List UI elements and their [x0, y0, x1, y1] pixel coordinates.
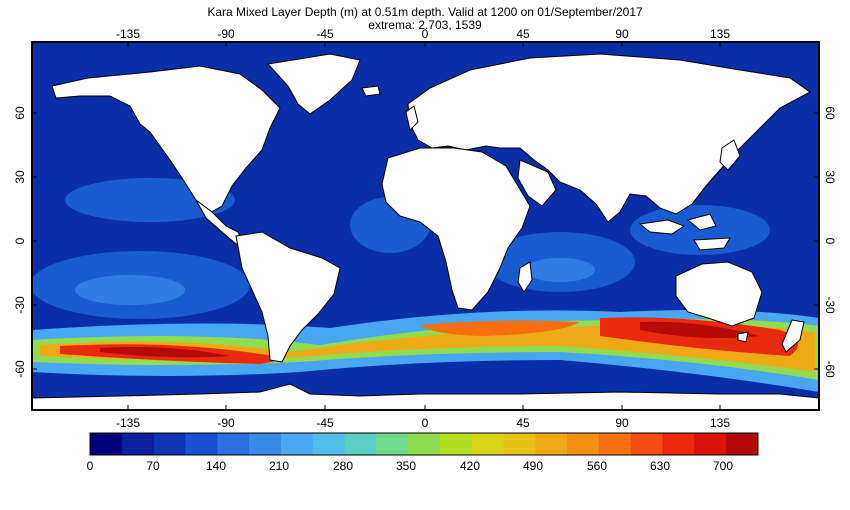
lon-tick-label: -45	[316, 416, 334, 430]
colorbar-cell	[90, 433, 123, 455]
colorbar-cell	[694, 433, 727, 455]
title-line-2: extrema: 2.703, 1539	[368, 18, 482, 32]
colorbar-cell	[662, 433, 695, 455]
lon-tick-label: -90	[217, 416, 235, 430]
colorbar-cell	[408, 433, 441, 455]
colorbar-cell	[630, 433, 664, 455]
colorbar-label: 280	[333, 459, 353, 473]
colorbar-cell	[121, 433, 155, 455]
colorbar	[90, 433, 759, 455]
lon-tick-label: 0	[422, 416, 429, 430]
colorbar-label: 560	[587, 459, 607, 473]
lat-tick-label: 0	[823, 238, 837, 245]
colorbar-label: 490	[523, 459, 543, 473]
lon-tick-label: 90	[615, 27, 629, 41]
colorbar-cell	[471, 433, 505, 455]
lon-tick-label: 0	[422, 27, 429, 41]
lat-tick-label: -60	[13, 360, 27, 378]
lon-tick-label: -45	[316, 27, 334, 41]
lon-tick-label: -135	[116, 27, 140, 41]
lon-tick-label: 45	[516, 416, 530, 430]
colorbar-cell	[503, 433, 536, 455]
colorbar-cell	[153, 433, 186, 455]
tick-marks	[32, 42, 819, 410]
lat-tick-label: -30	[13, 296, 27, 314]
lat-tick-label: 60	[823, 106, 837, 120]
lon-tick-label: 90	[615, 416, 629, 430]
colorbar-label: 350	[396, 459, 416, 473]
lat-labels-right: 60 30 0 -30 -60	[823, 106, 837, 378]
lat-tick-label: 30	[13, 170, 27, 184]
colorbar-cell	[535, 433, 568, 455]
gyre-cores	[75, 258, 595, 305]
colorbar-frame	[89, 432, 759, 456]
colorbar-cell	[344, 433, 377, 455]
colorbar-label: 210	[269, 459, 289, 473]
lon-tick-label: 45	[516, 27, 530, 41]
lat-tick-label: -60	[823, 360, 837, 378]
title-line-1: Kara Mixed Layer Depth (m) at 0.51m dept…	[207, 5, 643, 19]
lon-labels-top: -135 -90 -45 0 45 90 135	[116, 27, 730, 41]
lon-labels-bottom: -135 -90 -45 0 45 90 135	[116, 416, 730, 430]
colorbar-label: 0	[87, 459, 94, 473]
colorbar-cell	[376, 433, 409, 455]
lat-labels-left: 60 30 0 -30 -60	[13, 106, 27, 378]
land	[32, 53, 819, 410]
colorbar-cell	[312, 433, 345, 455]
lon-tick-label: 135	[710, 416, 730, 430]
colorbar-cell	[439, 433, 473, 455]
colorbar-cell	[567, 433, 600, 455]
colorbar-cell	[217, 433, 250, 455]
colorbar-cell	[185, 433, 218, 455]
lat-tick-label: 30	[823, 170, 837, 184]
lat-tick-label: 60	[13, 106, 27, 120]
lon-tick-label: 135	[710, 27, 730, 41]
colorbar-cell	[249, 433, 282, 455]
colorbar-cell	[598, 433, 632, 455]
colorbar-label: 420	[460, 459, 480, 473]
lon-tick-label: -135	[116, 416, 140, 430]
lon-tick-label: -90	[217, 27, 235, 41]
colorbar-labels: 0 70 140 210 280 350 420 490 560 630 700	[87, 459, 734, 473]
colorbar-label: 630	[650, 459, 670, 473]
colorbar-cell	[280, 433, 314, 455]
colorbar-label: 140	[206, 459, 226, 473]
colorbar-label: 700	[713, 459, 733, 473]
colorbar-cell	[726, 433, 759, 455]
lat-tick-label: -30	[823, 296, 837, 314]
southern-ocean-band	[32, 310, 819, 392]
lat-tick-label: 0	[13, 237, 27, 244]
colorbar-label: 70	[146, 459, 160, 473]
